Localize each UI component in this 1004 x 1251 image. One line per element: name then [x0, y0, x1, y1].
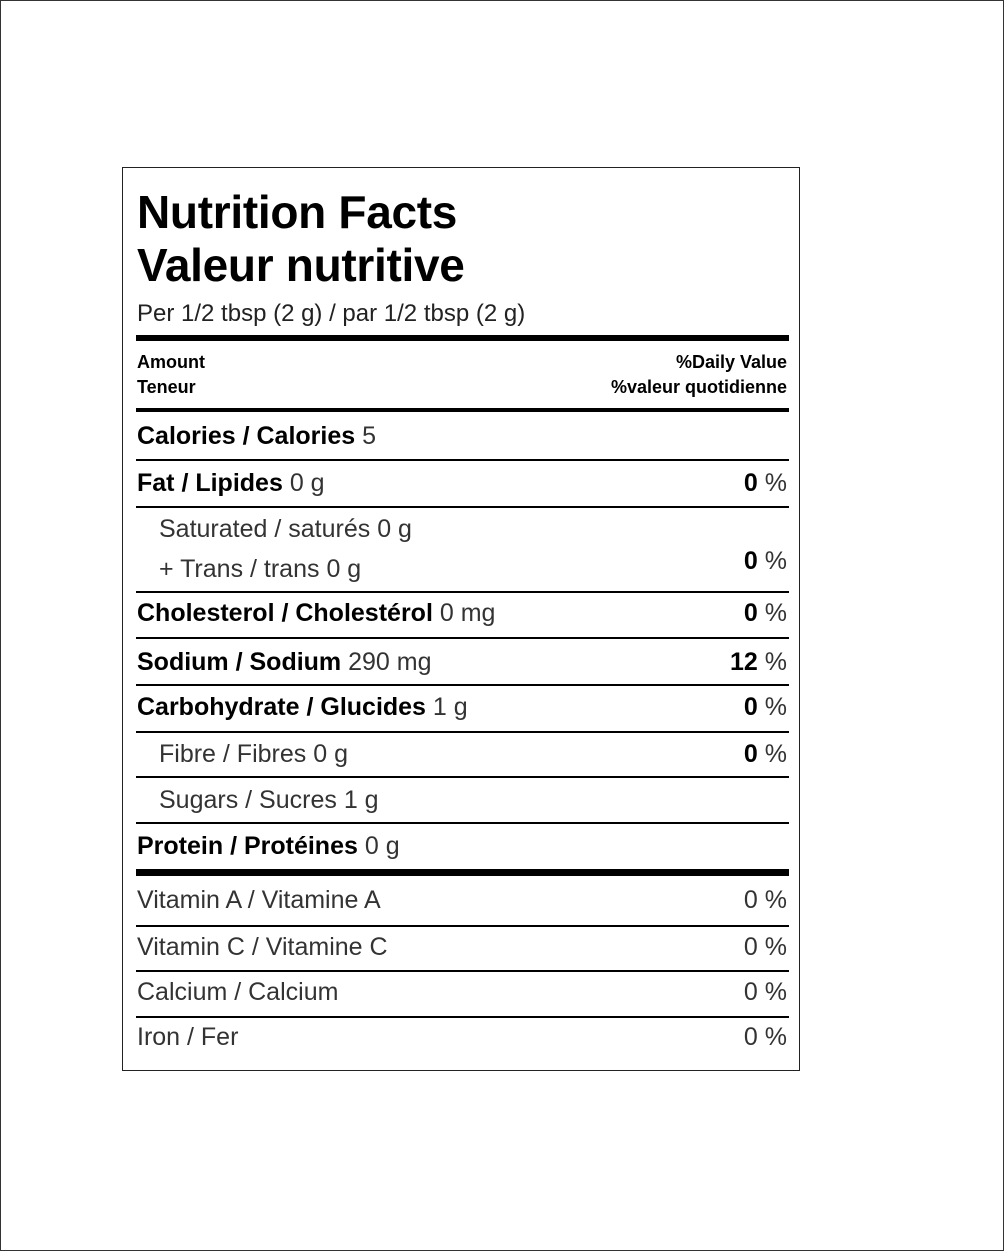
divider-thick-vitamins: [136, 869, 789, 876]
vitamin-c-row: Vitamin C / Vitamine C 0 %: [137, 930, 787, 964]
percent-sign: %: [764, 599, 787, 627]
fat-label: Fat / Lipides: [137, 469, 283, 497]
carbohydrate-amount: 1 g: [432, 693, 468, 721]
divider: [136, 776, 789, 778]
vitamin-c-label: Vitamin C / Vitamine C: [137, 933, 388, 961]
saturated-label: Saturated / saturés: [159, 515, 371, 543]
percent-sign: %: [764, 740, 787, 768]
vitamin-a-label: Vitamin A / Vitamine A: [137, 886, 381, 914]
daily-value-header-english: %Daily Value: [675, 352, 787, 372]
nutrition-facts-label: Nutrition Facts Valeur nutritive Per 1/2…: [122, 167, 800, 1071]
saturated-trans-daily-value: 0 %: [744, 544, 787, 578]
percent-sign: %: [764, 648, 787, 676]
divider: [136, 459, 789, 461]
saturated-label-wrap: Saturated / saturés 0 g: [159, 512, 412, 546]
carbohydrate-label-wrap: Carbohydrate / Glucides 1 g: [137, 690, 468, 724]
iron-label: Iron / Fer: [137, 1023, 239, 1051]
trans-label: + Trans / trans: [159, 555, 320, 583]
trans-label-wrap: + Trans / trans 0 g: [159, 552, 361, 586]
sugars-row: Sugars / Sucres 1 g: [137, 783, 787, 817]
protein-label: Protein / Protéines: [137, 832, 358, 860]
vitamin-a-daily-value: 0 %: [743, 886, 787, 914]
fibre-label: Fibre / Fibres: [159, 740, 307, 768]
divider: [136, 684, 789, 686]
cholesterol-daily-value: 0 %: [744, 596, 787, 630]
calories-label: Calories / Calories: [137, 422, 356, 450]
trans-amount: 0 g: [326, 555, 362, 583]
amount-header-english: Amount: [137, 352, 205, 372]
sodium-amount: 290 mg: [348, 648, 432, 676]
fibre-dv-number: 0: [743, 740, 758, 768]
cholesterol-dv-number: 0: [743, 599, 758, 627]
daily-value-header-french: %valeur quotidienne: [610, 377, 787, 397]
sodium-label-wrap: Sodium / Sodium 290 mg: [137, 645, 432, 679]
sugars-amount: 1 g: [343, 786, 379, 814]
percent-sign: %: [764, 547, 787, 575]
calcium-row: Calcium / Calcium 0 %: [137, 975, 787, 1009]
percent-sign: %: [764, 469, 787, 497]
sodium-daily-value: 12 %: [730, 645, 787, 679]
saturated-row: Saturated / saturés 0 g: [137, 512, 787, 546]
sodium-dv-number: 12: [730, 648, 758, 676]
fibre-daily-value: 0 %: [744, 737, 787, 771]
sodium-row: Sodium / Sodium 290 mg 12 %: [137, 645, 787, 679]
amount-header-french: Teneur: [137, 377, 196, 397]
fibre-row: Fibre / Fibres 0 g 0 %: [137, 737, 787, 771]
sugars-label-wrap: Sugars / Sucres 1 g: [159, 783, 379, 817]
fibre-label-wrap: Fibre / Fibres 0 g: [159, 737, 348, 771]
fat-label-wrap: Fat / Lipides 0 g: [137, 466, 325, 500]
cholesterol-label-wrap: Cholesterol / Cholestérol 0 mg: [137, 596, 495, 630]
iron-row: Iron / Fer 0 %: [137, 1020, 787, 1054]
fat-daily-value: 0 %: [744, 466, 787, 500]
percent-sign: %: [764, 693, 787, 721]
protein-label-wrap: Protein / Protéines 0 g: [137, 829, 400, 863]
title-english: Nutrition Facts: [137, 186, 458, 238]
cholesterol-amount: 0 mg: [439, 599, 496, 627]
divider: [136, 637, 789, 639]
calories-label-wrap: Calories / Calories 5: [137, 419, 376, 453]
divider: [136, 1016, 789, 1018]
sodium-label: Sodium / Sodium: [137, 648, 342, 676]
divider: [136, 925, 789, 927]
protein-amount: 0 g: [364, 832, 400, 860]
calcium-daily-value: 0 %: [743, 978, 787, 1006]
divider: [136, 591, 789, 593]
carbohydrate-daily-value: 0 %: [744, 690, 787, 724]
divider-thick-top: [136, 335, 789, 341]
fat-amount: 0 g: [289, 469, 325, 497]
sugars-label: Sugars / Sucres: [159, 786, 337, 814]
title-french: Valeur nutritive: [137, 239, 465, 291]
calcium-label: Calcium / Calcium: [137, 978, 339, 1006]
divider-header: [136, 408, 789, 412]
fibre-amount: 0 g: [313, 740, 348, 768]
protein-row: Protein / Protéines 0 g: [137, 829, 787, 863]
fat-dv-number: 0: [743, 469, 758, 497]
carbohydrate-row: Carbohydrate / Glucides 1 g 0 %: [137, 690, 787, 724]
divider: [136, 822, 789, 824]
trans-row: + Trans / trans 0 g 0 %: [137, 547, 787, 586]
cholesterol-label: Cholesterol / Cholestérol: [137, 599, 433, 627]
vitamin-a-row: Vitamin A / Vitamine A 0 %: [137, 883, 787, 917]
divider: [136, 731, 789, 733]
carbohydrate-label: Carbohydrate / Glucides: [137, 693, 426, 721]
carbohydrate-dv-number: 0: [743, 693, 758, 721]
saturated-amount: 0 g: [377, 515, 412, 543]
vitamin-c-daily-value: 0 %: [743, 933, 787, 961]
serving-size: Per 1/2 tbsp (2 g) / par 1/2 tbsp (2 g): [137, 300, 526, 327]
divider: [136, 506, 789, 508]
iron-daily-value: 0 %: [743, 1023, 787, 1051]
divider: [136, 970, 789, 972]
trans-dv-number: 0: [743, 547, 758, 575]
cholesterol-row: Cholesterol / Cholestérol 0 mg 0 %: [137, 596, 787, 630]
calories-amount: 5: [362, 422, 377, 450]
fat-row: Fat / Lipides 0 g 0 %: [137, 466, 787, 500]
calories-row: Calories / Calories 5: [137, 419, 787, 453]
